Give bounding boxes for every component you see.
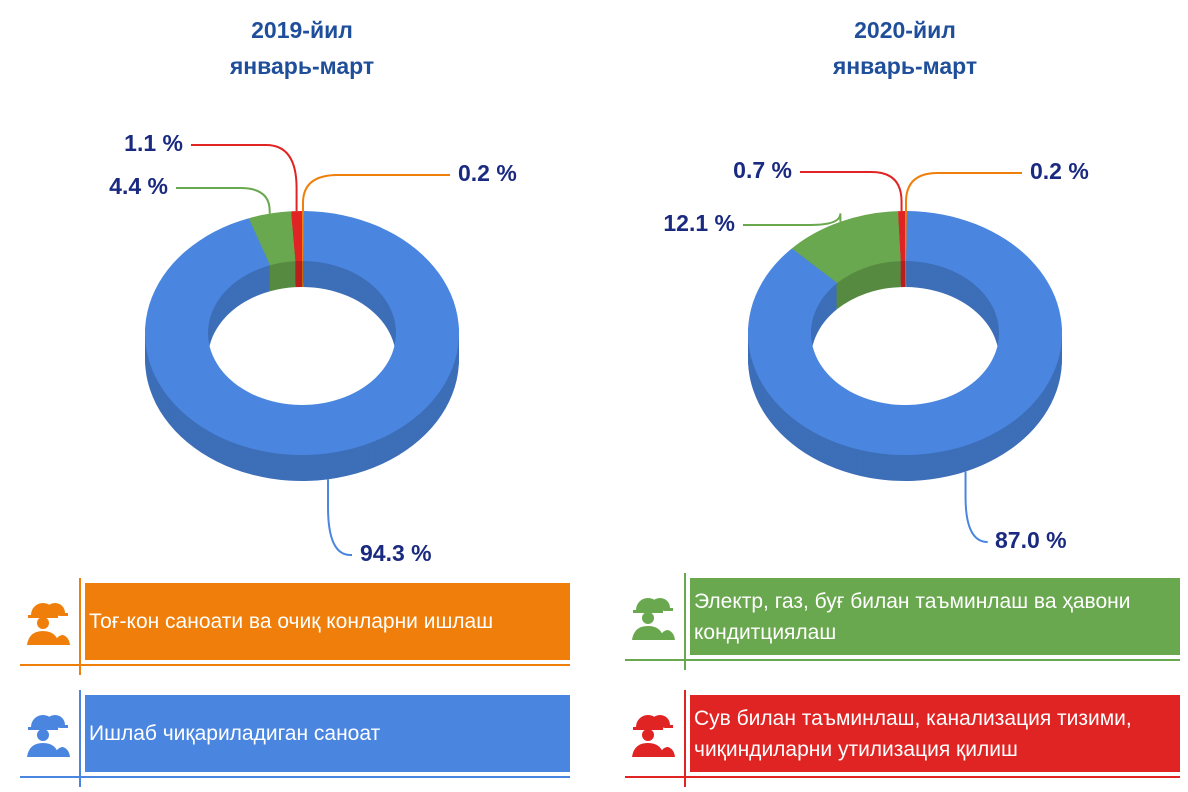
legend-icon [632,715,675,757]
leader-line [904,172,1022,212]
data-label: 1.1 % [124,130,183,156]
data-label: 0.7 % [733,157,792,183]
slice [898,211,905,262]
slice [248,211,296,266]
leader-line [191,144,298,212]
leader-line [176,187,271,214]
data-label: 12.1 % [663,210,735,236]
data-label: 0.2 % [458,160,517,186]
data-label: 94.3 % [360,540,432,566]
head [642,729,654,741]
helmet2 [650,598,673,611]
body [27,743,59,757]
legend-icon [632,598,675,640]
data-label: 4.4 % [109,173,168,199]
leader-line [327,479,352,556]
leader-line [964,471,988,543]
slice [791,211,901,284]
slice [905,211,907,262]
body [27,631,59,645]
chart-title: 2019-йил [251,17,353,43]
legend-icon [27,603,70,645]
body2 [658,630,675,640]
data-label: 87.0 % [995,527,1067,553]
leader-line [301,174,450,212]
helmet2 [45,603,68,616]
body2 [53,747,70,757]
slice [302,211,304,262]
chart-title: 2020-йил [854,17,956,43]
chart-subtitle: январь-март [229,53,374,79]
head [37,617,49,629]
body2 [53,635,70,645]
legend-item: Сув билан таъминлаш, канализация тизими,… [690,695,1180,772]
slice [291,211,302,262]
slice [144,211,459,455]
legend-item: Тоғ-кон саноати ва очиқ конларни ишлаш [85,583,570,660]
chart-subtitle: январь-март [832,53,977,79]
body [632,626,664,640]
data-label: 0.2 % [1030,158,1089,184]
legend-item: Ишлаб чиқариладиган саноат [85,695,570,772]
slice [748,211,1063,455]
legend-item: Электр, газ, буғ билан таъминлаш ва ҳаво… [690,578,1180,655]
leader-line [743,213,842,226]
legend-icon [27,715,70,757]
helmet2 [45,715,68,728]
leader-line [800,171,903,212]
head [642,612,654,624]
body [632,743,664,757]
head [37,729,49,741]
helmet2 [650,715,673,728]
body2 [658,747,675,757]
